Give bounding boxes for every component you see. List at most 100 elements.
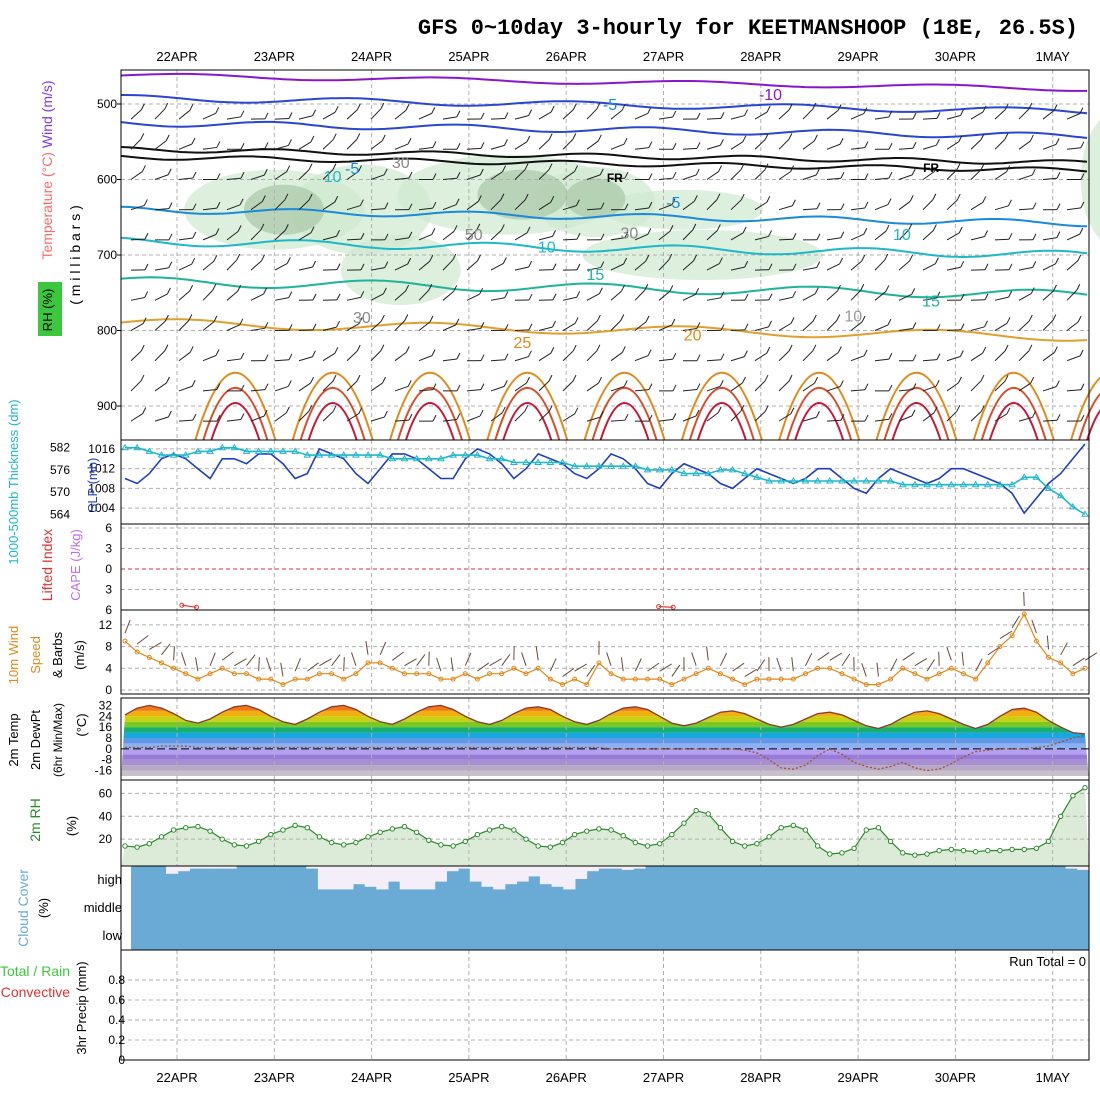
rh-point: [135, 845, 139, 849]
wind-barb-flag: [621, 315, 624, 321]
wind-barb: [611, 144, 624, 149]
wind-barb: [1019, 294, 1031, 301]
wind-barb-flag: [309, 164, 312, 170]
wind-barb: [947, 267, 961, 270]
wind-barb-flag: [169, 262, 172, 268]
wind-barb: [539, 112, 551, 119]
wind-barb-flag: [936, 380, 939, 386]
contour-label: 30: [353, 310, 371, 327]
wind-barb-flag: [575, 317, 578, 323]
wind-barb-flag: [169, 203, 172, 209]
wind-barb: [635, 290, 645, 300]
wind-barb: [971, 381, 981, 391]
wind-barb-flag: [1007, 408, 1010, 414]
wind-barb-flag: [648, 350, 651, 356]
wind-barb: [515, 142, 527, 149]
wind-barb-flag: [1078, 316, 1081, 322]
bottom-date-label: 22APR: [156, 1070, 197, 1085]
wind-barb: [491, 263, 503, 270]
wind-barb: [607, 652, 611, 665]
cloud-gap: [481, 866, 493, 887]
wind-barb-flag: [217, 141, 220, 147]
wind-barb: [275, 298, 289, 301]
wind-barb: [155, 321, 165, 330]
wind-barb-flag: [862, 255, 865, 261]
thickness-ylabel: 1000-500mb Thickness (dm): [6, 399, 21, 564]
wind-barb: [995, 172, 1007, 180]
contour-label: -5: [603, 97, 617, 114]
rh-point: [402, 824, 406, 828]
wind-barb: [179, 386, 192, 391]
wind-barb-flag: [553, 321, 556, 327]
wind-barb-flag: [551, 106, 554, 112]
precip-legend-convective: Convective: [1, 984, 70, 1000]
wind-barb: [227, 117, 241, 119]
wind-barb: [179, 110, 190, 119]
rh-point: [657, 842, 661, 846]
wind-barb: [923, 386, 936, 391]
wind-barb-flag: [359, 408, 362, 414]
wind-barb: [295, 658, 300, 671]
cloud-gap: [365, 866, 377, 887]
cloud-gap: [552, 866, 564, 887]
wind-barb-flag: [865, 415, 868, 421]
cloud-gap: [446, 866, 458, 871]
wind-barb: [467, 390, 481, 391]
temp-ylabel-3: (6hr Min/Max): [51, 703, 65, 777]
wind-barb-flag: [599, 377, 602, 383]
cloud-gap: [622, 866, 634, 870]
wind-barb: [683, 390, 697, 391]
temp-ylabel-2: 2m DewPt: [28, 710, 43, 770]
wind-barb: [635, 356, 648, 361]
wind-barb: [131, 381, 141, 391]
wind-barb-flag: [957, 164, 960, 170]
wind-barb-flag: [433, 415, 436, 421]
wind-barb: [404, 659, 416, 666]
wind-barb-flag: [649, 173, 652, 179]
wind-barb: [155, 175, 168, 180]
rh-point: [609, 828, 613, 832]
wind-barb-flag: [1033, 203, 1036, 209]
wind-barb-flag: [337, 321, 340, 327]
wind-barb-flag: [1057, 204, 1060, 210]
rh-point: [281, 828, 285, 832]
rh-point: [682, 821, 686, 825]
wind-barb: [830, 653, 842, 660]
wind-barb: [323, 112, 335, 119]
rh-shading: [603, 190, 763, 230]
wind-barb-flag: [313, 261, 316, 267]
wind-barb: [1043, 264, 1056, 270]
wind-barb-flag: [913, 355, 916, 361]
wind-barb: [755, 327, 769, 331]
wind-barb-flag: [697, 142, 700, 148]
wind-barb: [755, 140, 765, 150]
rh-point: [597, 827, 601, 831]
wind-barb: [490, 659, 502, 666]
wind-barb: [515, 411, 525, 421]
wind-barb: [827, 144, 840, 149]
wind-barb-flag: [865, 202, 868, 208]
wind-barb: [443, 231, 454, 240]
wind-barb-flag: [457, 385, 460, 391]
wind-barb: [827, 264, 840, 270]
cloud-gap: [493, 866, 505, 889]
wind-barb: [731, 142, 743, 149]
wind-barb-flag: [1029, 345, 1032, 351]
wind-barb-flag: [241, 353, 244, 359]
contour-label: FR: [607, 171, 623, 185]
wind-barb: [443, 117, 457, 119]
wind-barb-flag: [573, 104, 576, 110]
wind-barb: [683, 148, 697, 149]
rh-point: [864, 828, 868, 832]
wind-barb-flag: [672, 319, 675, 325]
wind-barb: [923, 145, 936, 149]
wind-barb: [222, 652, 233, 660]
wind-barb: [155, 383, 166, 391]
wind-barb-flag: [480, 410, 483, 416]
wind-barb-flag: [1053, 315, 1056, 321]
wind-barb-flag: [1080, 228, 1083, 234]
upper-ylabel: Temperature (°C) Wind (m/s): [39, 80, 55, 259]
wind-barb: [635, 390, 649, 391]
